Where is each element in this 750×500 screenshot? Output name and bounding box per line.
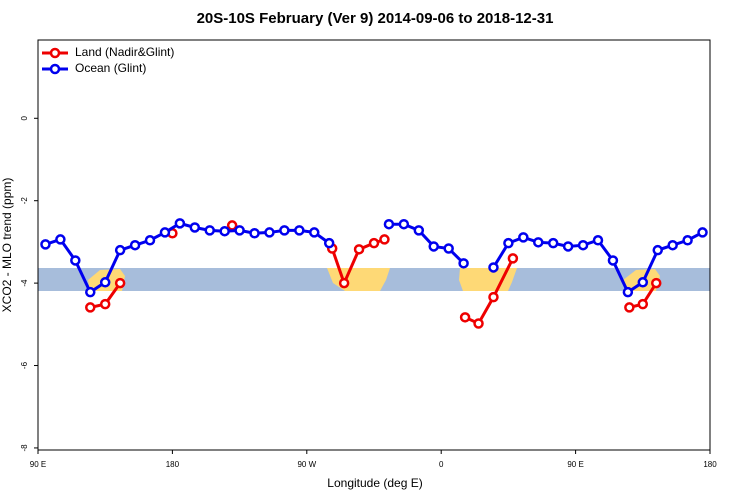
point [114,277,126,289]
point [488,262,499,273]
plot-frame [37,39,711,451]
point [562,241,574,252]
point [607,255,619,266]
point [413,225,425,236]
x-tick-label: 90 W [297,460,316,469]
point [189,222,201,233]
point [518,232,529,243]
point [114,244,126,256]
land-patch [459,268,517,291]
point [279,225,290,236]
point [443,243,454,254]
y-tick-label: 0 [20,116,29,121]
point [264,227,275,238]
point [650,277,662,289]
point [667,239,678,251]
point [70,255,81,266]
point [338,277,350,289]
point [55,234,66,245]
point [624,302,635,313]
map-strip [38,268,710,291]
chart-title: 20S-10S February (Ver 9) 2014-09-06 to 2… [197,10,554,27]
point [99,277,111,288]
point [652,244,663,256]
x-tick-label: 0 [439,460,444,469]
point [40,239,51,250]
legend-label: Land (Nadir&Glint) [75,45,174,59]
y-tick-label: -2 [20,197,29,205]
point [507,253,519,264]
legend-marker [49,47,61,59]
point [577,239,589,251]
point [85,302,96,313]
y-tick-label: -6 [20,361,29,369]
point [144,235,156,246]
point [219,225,230,237]
point [428,241,439,252]
point [174,218,186,229]
point [323,237,335,249]
point [99,298,111,310]
x-tick-label: 180 [703,460,717,469]
x-axis-label: Longitude (deg E) [327,476,422,490]
x-tick-label: 90 E [30,460,46,469]
legend-marker [49,63,61,75]
x-tick-label: 180 [166,460,180,469]
point [234,225,245,236]
point [249,228,260,239]
point [353,244,365,255]
point [129,239,141,251]
point [682,235,693,246]
point [473,318,484,329]
point [622,286,634,298]
point [398,218,410,230]
point [547,237,559,249]
point [309,227,320,238]
point [503,237,514,249]
point [204,225,215,236]
point [85,286,96,298]
point [697,227,708,238]
point [592,235,604,246]
point [637,277,649,288]
point [488,291,499,303]
point [383,218,395,230]
y-tick-label: -4 [20,279,29,287]
legend-label: Ocean (Glint) [75,61,146,75]
point [459,312,471,323]
point [368,237,380,249]
y-axis-label: XCO2 - MLO trend (ppm) [0,178,14,313]
point [294,225,305,236]
point [379,234,390,245]
x-tick-label: 90 E [567,460,583,469]
point [159,227,171,238]
point [637,298,649,310]
y-tick-label: -8 [20,444,29,452]
point [533,237,544,248]
point [458,258,469,269]
